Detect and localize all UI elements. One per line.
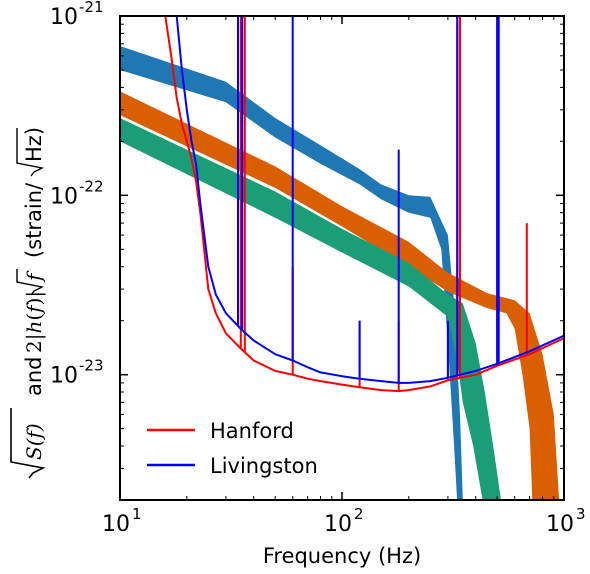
series-hanford-line: [164, 16, 564, 393]
legend-livingston-label: Livingston: [210, 454, 318, 478]
x-tick-label-exp-1: 2: [354, 505, 364, 523]
source-bands: [120, 46, 560, 500]
legend: Hanford Livingston: [147, 419, 318, 478]
x-axis-label: Frequency (Hz): [263, 544, 421, 568]
x-tick-label-0: 10: [102, 512, 130, 537]
y-axis-label-units: (strain/: [22, 182, 46, 258]
svg-text:2|h(f)|: 2|h(f)|: [22, 291, 47, 353]
y-axis-label-units-tail: Hz): [22, 127, 46, 162]
y-tick-label-exp-2: -21: [79, 0, 104, 16]
y-tick-label-exp-1: -22: [79, 177, 104, 195]
y-tick-label-1: 10: [50, 184, 78, 209]
y-tick-label-exp-0: -23: [79, 357, 104, 375]
legend-hanford-label: Hanford: [210, 419, 294, 443]
x-tick-label-exp-0: 1: [132, 505, 142, 523]
source-band-1: [120, 91, 560, 500]
svg-text:S(f): S(f): [22, 423, 46, 460]
noise-curves: [164, 16, 564, 393]
y-axis-label: S(f) and 2|h(f)| f (strain/ Hz): [10, 127, 47, 479]
source-band-2: [120, 118, 501, 500]
x-tick-label-2: 10: [546, 512, 574, 537]
series-livingston-line: [175, 16, 564, 384]
sqrt-sign: [10, 408, 46, 479]
y-axis-label-and: and: [22, 356, 46, 396]
y-tick-label-2: 10: [50, 5, 78, 30]
source-band-0: [120, 46, 463, 500]
y-tick-label-0: 10: [50, 364, 78, 389]
x-tick-label-1: 10: [324, 512, 352, 537]
x-tick-label-exp-2: 3: [576, 505, 586, 523]
